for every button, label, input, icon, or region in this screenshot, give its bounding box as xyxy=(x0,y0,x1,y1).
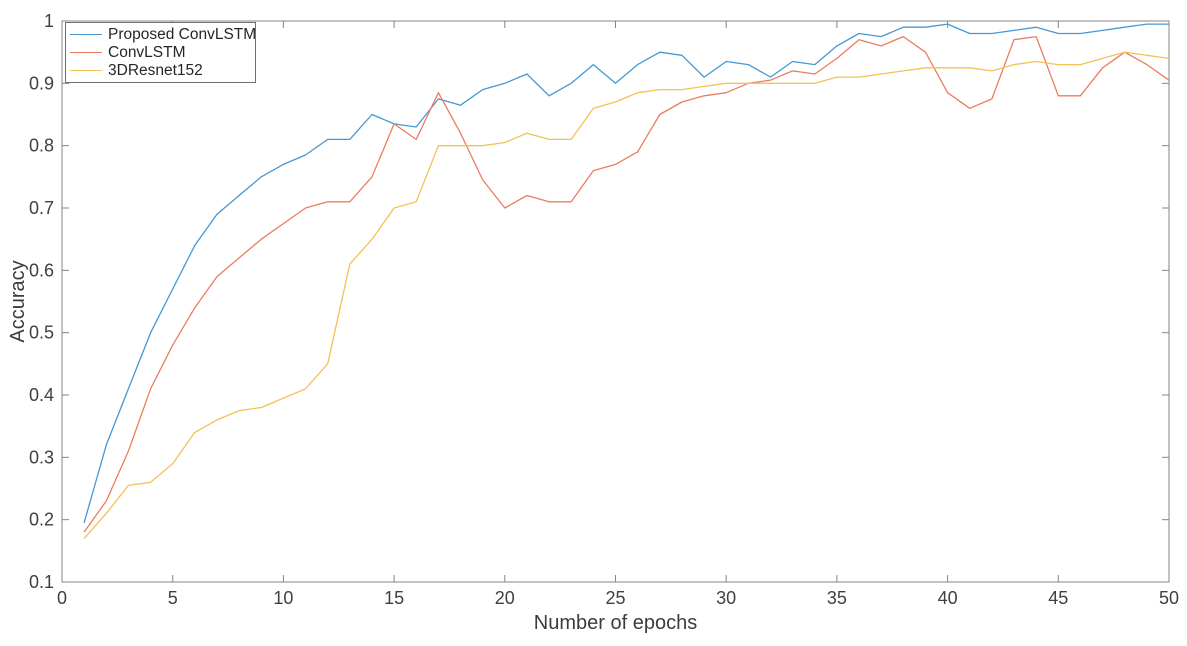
y-tick-label: 0.6 xyxy=(29,260,54,280)
y-tick-label: 0.9 xyxy=(29,73,54,93)
y-tick-label: 0.4 xyxy=(29,385,54,405)
legend-line-swatch xyxy=(70,70,102,72)
axis-box xyxy=(61,20,1170,583)
x-tick-label: 5 xyxy=(168,588,178,608)
y-tick-label: 0.8 xyxy=(29,136,54,156)
y-tick-label: 0.2 xyxy=(29,510,54,530)
x-tick-label: 35 xyxy=(827,588,847,608)
legend-item-proposed-convlstm: Proposed ConvLSTM xyxy=(66,25,257,43)
y-tick-label: 1 xyxy=(44,11,54,31)
x-tick-label: 40 xyxy=(938,588,958,608)
y-tick-label: 0.1 xyxy=(29,572,54,592)
y-axis-label: Accuracy xyxy=(7,260,29,342)
x-tick-label: 25 xyxy=(605,588,625,608)
legend-item-3dresnet152: 3DResnet152 xyxy=(66,62,255,79)
y-tick-label: 0.7 xyxy=(29,198,54,218)
legend-line-swatch xyxy=(70,51,102,53)
series-line-proposed-convlstm xyxy=(83,23,1169,523)
series-line-3dresnet152 xyxy=(83,51,1170,539)
legend-label: ConvLSTM xyxy=(108,43,186,61)
x-tick-label: 15 xyxy=(384,588,404,608)
legend-line-swatch xyxy=(70,33,102,35)
series-line-convlstm xyxy=(83,35,1170,533)
x-tick-label: 45 xyxy=(1048,588,1068,608)
y-tick-label: 0.5 xyxy=(29,323,54,343)
x-tick-label: 50 xyxy=(1159,588,1179,608)
x-tick-label: 0 xyxy=(57,588,67,608)
legend-label: 3DResnet152 xyxy=(108,62,203,80)
legend-label: Proposed ConvLSTM xyxy=(108,25,257,43)
x-tick-label: 20 xyxy=(495,588,515,608)
legend: Proposed ConvLSTM ConvLSTM 3DResnet152 xyxy=(65,22,256,83)
y-tick-label: 0.3 xyxy=(29,447,54,467)
legend-item-convlstm: ConvLSTM xyxy=(66,44,255,61)
x-tick-label: 30 xyxy=(716,588,736,608)
x-axis-label: Number of epochs xyxy=(534,612,697,634)
x-tick-label: 10 xyxy=(273,588,293,608)
